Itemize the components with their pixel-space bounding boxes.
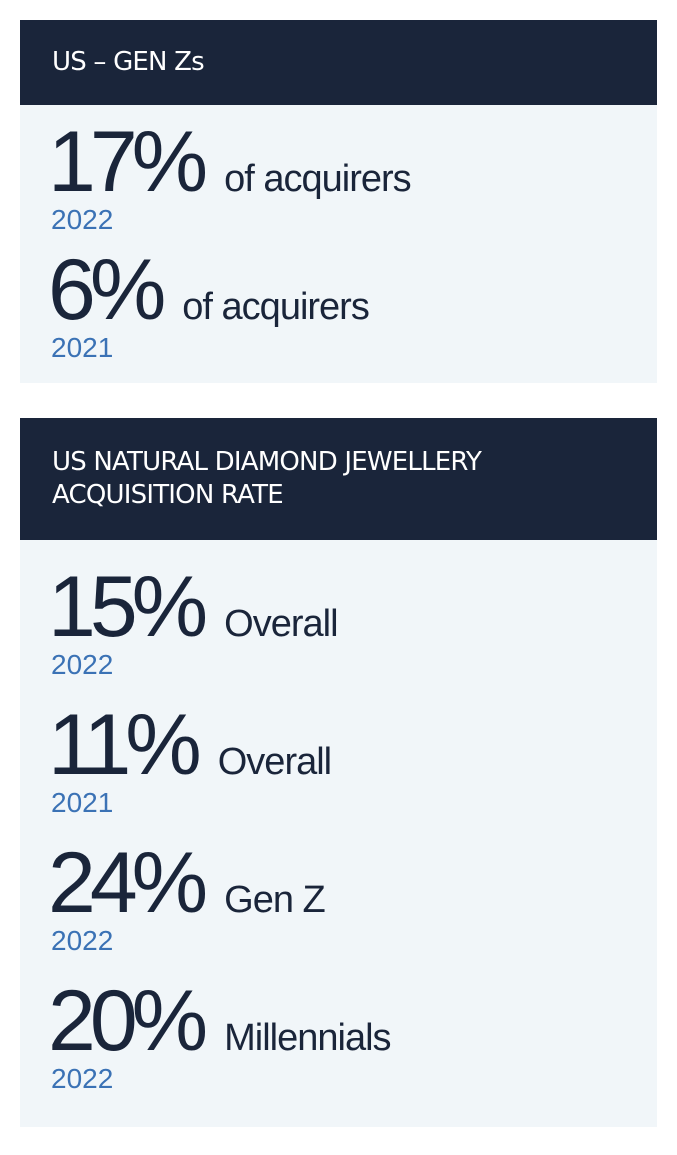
stat-label: of acquirers <box>182 286 370 328</box>
stat-label: Overall <box>224 603 338 645</box>
panel-body: 15% Overall 2022 11% Overall 2021 24% Gen Z 2022… <box>20 540 657 1127</box>
stat: 24% Gen Z 2022 <box>48 840 657 956</box>
stat-year: 2022 <box>51 925 114 956</box>
stat-row: 24% Gen Z <box>48 840 657 926</box>
stat-label: of acquirers <box>224 158 412 200</box>
panel-title: US NATURAL DIAMOND JEWELLERY ACQUISITION… <box>20 418 657 540</box>
panel-body: 17% of acquirers 2022 6% of acquirers 2021 <box>20 105 657 383</box>
stat-value: 6% <box>48 242 166 338</box>
stat-row: 17% of acquirers <box>48 119 657 205</box>
stat-row: 20% Millennials <box>48 978 657 1064</box>
stat-year: 2022 <box>51 204 114 235</box>
stat: 6% of acquirers 2021 <box>48 247 657 363</box>
stat-year: 2022 <box>51 649 114 680</box>
stat-value: 20% <box>48 973 208 1069</box>
panel: US NATURAL DIAMOND JEWELLERY ACQUISITION… <box>20 418 657 1127</box>
stat: 15% Overall 2022 <box>48 564 657 680</box>
stat: 17% of acquirers 2022 <box>48 119 657 235</box>
stat-row: 11% Overall <box>48 702 657 788</box>
stat: 20% Millennials 2022 <box>48 978 657 1094</box>
stat-value: 11% <box>48 697 202 793</box>
stat-year: 2021 <box>51 332 114 363</box>
panel: US – GEN Zs 17% of acquirers 2022 6% of acqui… <box>20 20 657 383</box>
stat-label: Millennials <box>224 1017 391 1059</box>
stat-value: 17% <box>48 114 208 210</box>
stat-row: 6% of acquirers <box>48 247 657 333</box>
stat-label: Overall <box>217 741 332 783</box>
stat-value: 24% <box>48 835 208 931</box>
stat-year: 2022 <box>51 1063 114 1094</box>
stat-year: 2021 <box>51 787 114 818</box>
panel-title: US – GEN Zs <box>20 20 657 105</box>
stat-label: Gen Z <box>224 879 326 921</box>
stat-row: 15% Overall <box>48 564 657 650</box>
stat: 11% Overall 2021 <box>48 702 657 818</box>
stat-value: 15% <box>48 559 208 655</box>
